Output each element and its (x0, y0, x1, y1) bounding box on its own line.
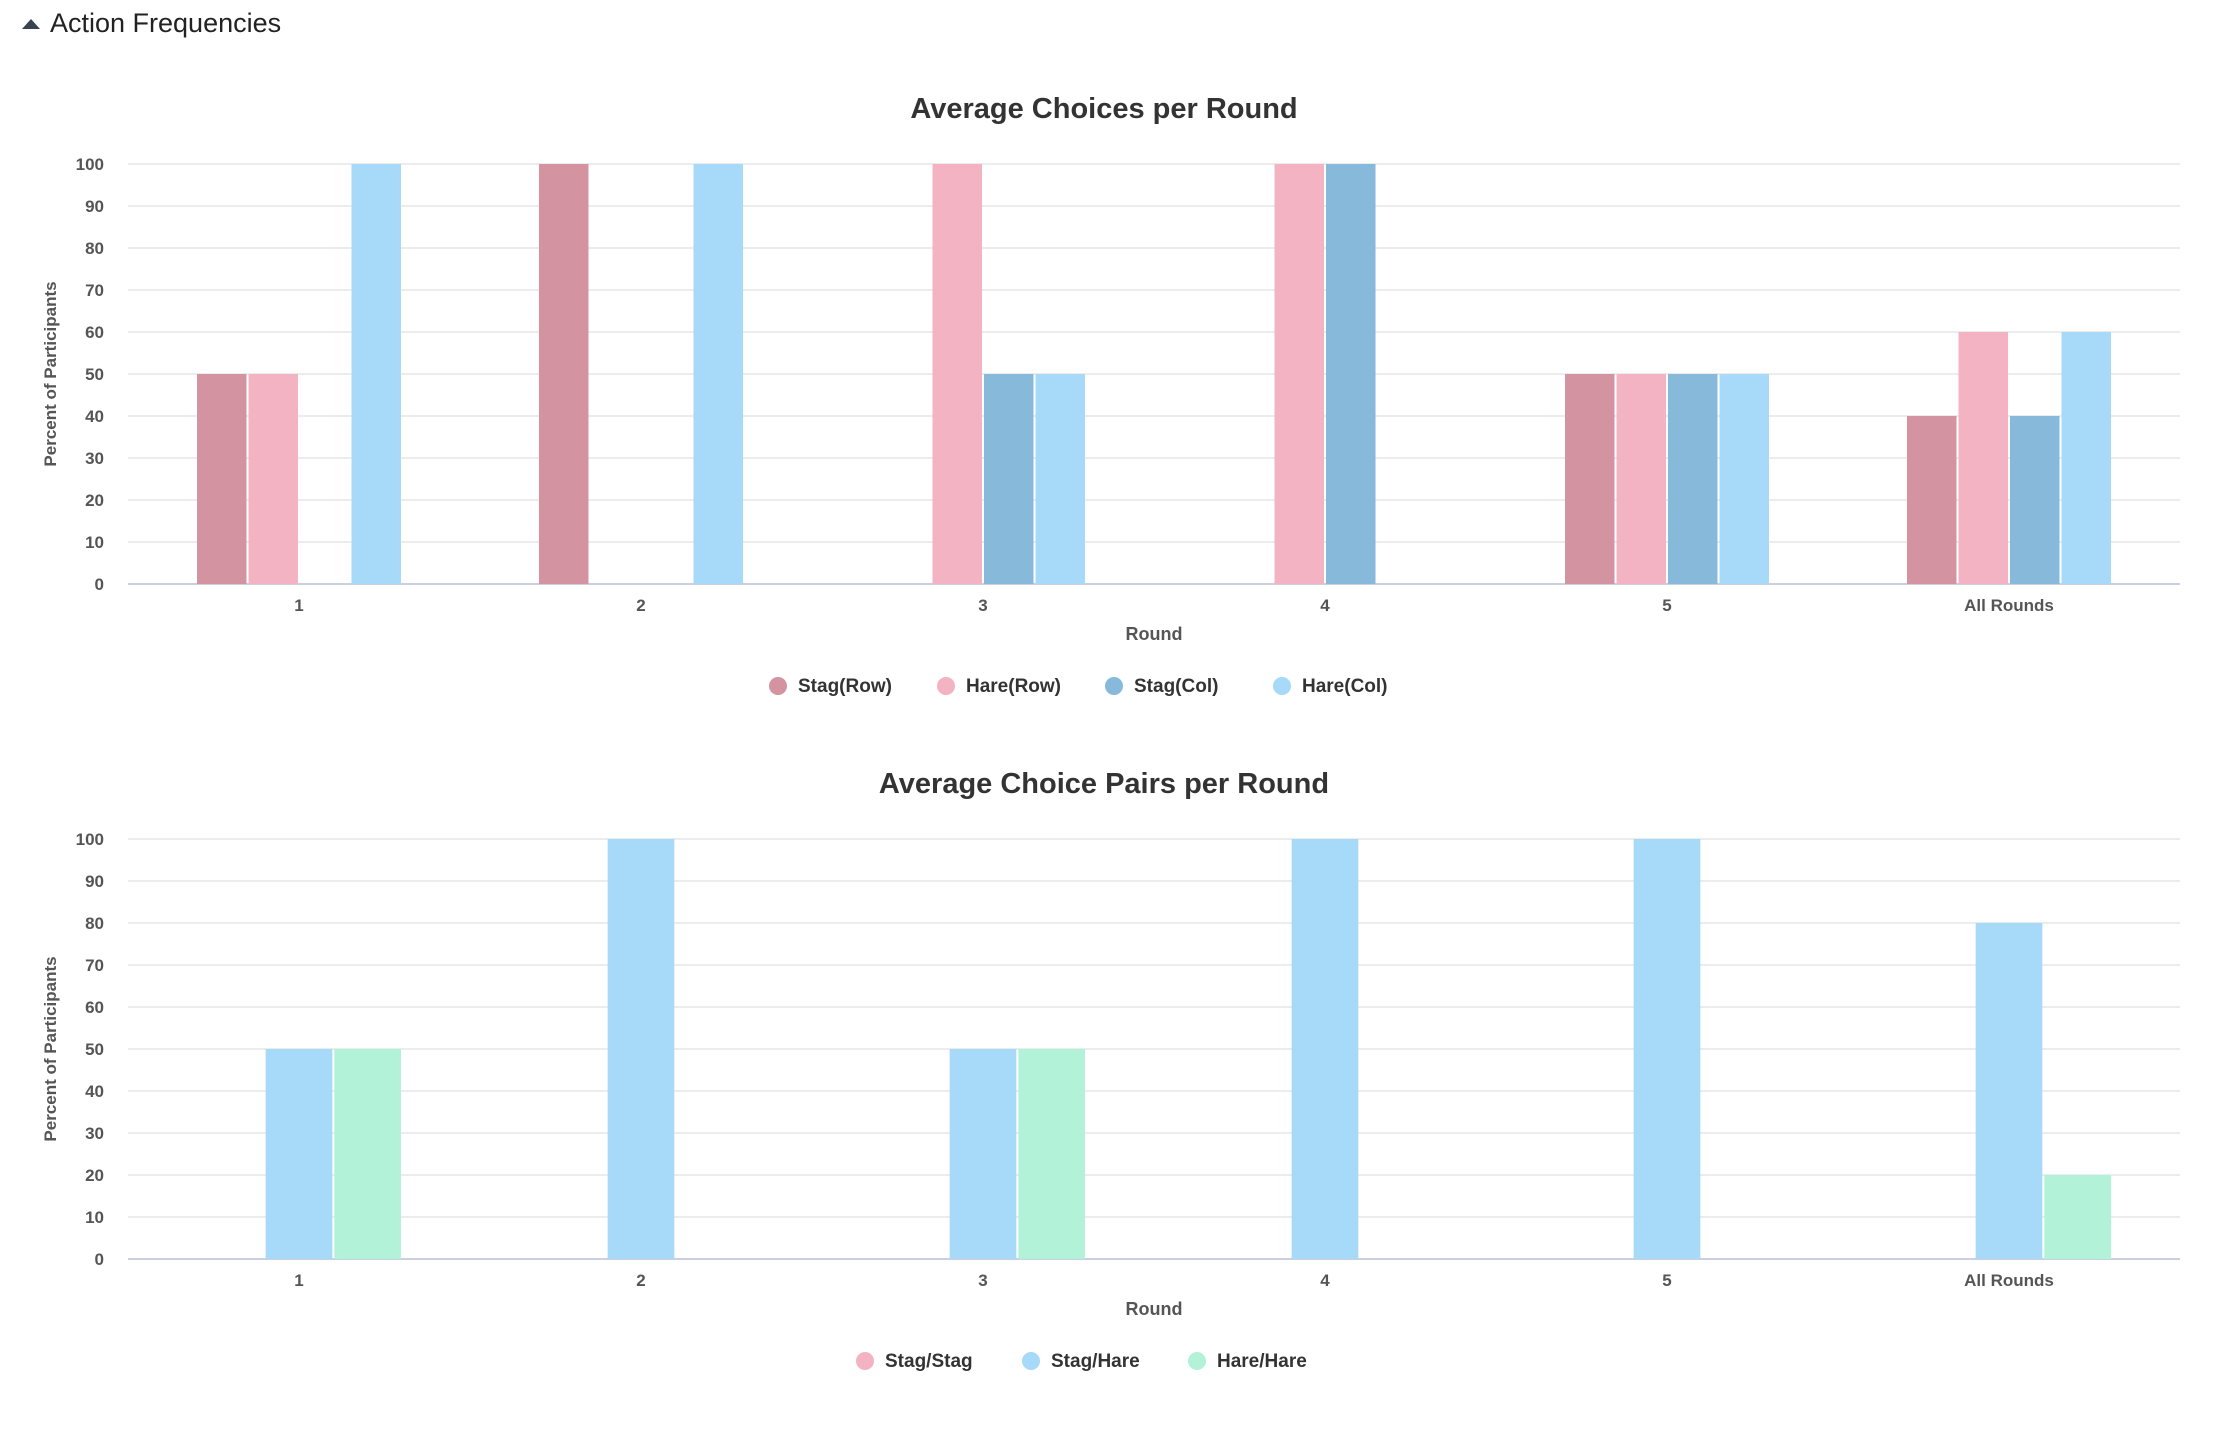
chart1-y-tick-label: 50 (85, 365, 104, 384)
section-toggle[interactable]: Action Frequencies (22, 8, 281, 39)
chart1-bar-hare-row-5[interactable] (1616, 374, 1667, 584)
chart1-legend-item-hare-col[interactable]: Hare(Col) (1273, 676, 1388, 697)
choices-chart: Average Choices per Round 0 10 20 30 40 50 60 70… (0, 80, 2213, 760)
chart2-bar-stag-hare-3[interactable] (949, 1049, 1017, 1259)
chart2-bar-stag-hare-4[interactable] (1291, 839, 1359, 1259)
chart2-y-tick-label: 70 (85, 956, 104, 975)
chart2-legend-marker-hare-hare (1188, 1352, 1206, 1370)
chart1-bar-hare-row-all-rounds[interactable] (1958, 332, 2009, 584)
chart1-bar-hare-row-1[interactable] (248, 374, 299, 584)
chart1-x-tick-label: 3 (978, 596, 987, 615)
choices-chart-svg: Average Choices per Round 0 10 20 30 40 50 60 70… (41, 93, 2180, 697)
chart1-bar-stag-col-all-rounds[interactable] (2010, 416, 2060, 584)
chart2-y-tick-label: 40 (85, 1082, 104, 1101)
chart1-bar-stag-col-3[interactable] (984, 374, 1034, 584)
chart2-y-axis-title: Percent of Participants (41, 956, 60, 1141)
chart1-y-tick-label: 30 (85, 449, 104, 468)
chart2-y-tick-label: 100 (76, 830, 104, 849)
chart1-x-tick-label: 5 (1662, 596, 1671, 615)
chart2-title: Average Choice Pairs per Round (879, 768, 1329, 800)
chart1-legend-label: Hare(Col) (1302, 676, 1388, 697)
chart2-bar-hare-hare-1[interactable] (334, 1049, 401, 1259)
chart2-legend-item-stag-stag[interactable]: Stag/Stag (856, 1351, 973, 1372)
chart2-y-tick-label: 20 (85, 1166, 104, 1185)
chart2-legend-label: Stag/Stag (885, 1351, 973, 1372)
chart1-y-tick-label: 0 (95, 575, 104, 594)
chart2-legend-marker-stag-stag (856, 1352, 874, 1370)
chart1-bar-hare-col-3[interactable] (1035, 374, 1086, 584)
chart1-y-tick-label: 70 (85, 281, 104, 300)
chart1-legend-marker-hare-row (937, 677, 955, 695)
chart1-x-tick-label: 4 (1320, 596, 1330, 615)
chart2-bar-hare-hare-3[interactable] (1018, 1049, 1085, 1259)
chart1-legend-label: Stag(Row) (798, 676, 892, 697)
chart2-y-tick-label: 0 (95, 1250, 104, 1269)
chart2-x-tick-label: 3 (978, 1271, 987, 1290)
chart2-x-tick-label: 1 (294, 1271, 303, 1290)
chart2-y-tick-label: 80 (85, 914, 104, 933)
chart1-legend-marker-hare-col (1273, 677, 1291, 695)
chart2-y-tick-label: 60 (85, 998, 104, 1017)
chart2-y-tick-label: 90 (85, 872, 104, 891)
chart2-legend-label: Hare/Hare (1217, 1351, 1307, 1372)
caret-up-icon[interactable] (22, 18, 40, 29)
chart2-legend-marker-stag-hare (1022, 1352, 1040, 1370)
chart1-y-tick-label: 40 (85, 407, 104, 426)
chart1-bar-stag-col-5[interactable] (1668, 374, 1718, 584)
chart1-bar-stag-row-5[interactable] (1565, 374, 1615, 584)
chart2-y-tick-label: 10 (85, 1208, 104, 1227)
chart1-y-tick-label: 20 (85, 491, 104, 510)
chart2-bar-stag-hare-5[interactable] (1633, 839, 1701, 1259)
chart2-x-tick-label: 5 (1662, 1271, 1671, 1290)
chart1-legend-item-stag-row[interactable]: Stag(Row) (769, 676, 892, 697)
chart2-bar-stag-hare-all-rounds[interactable] (1975, 923, 2043, 1259)
chart1-bar-stag-row-all-rounds[interactable] (1907, 416, 1957, 584)
chart1-x-tick-label: 2 (636, 596, 645, 615)
chart2-bar-hare-hare-all-rounds[interactable] (2044, 1175, 2111, 1259)
chart2-bar-stag-hare-1[interactable] (265, 1049, 333, 1259)
chart2-y-tick-label: 30 (85, 1124, 104, 1143)
chart1-x-axis-title: Round (1126, 624, 1183, 644)
chart1-legend-label: Stag(Col) (1134, 676, 1218, 697)
chart1-bar-stag-col-4[interactable] (1326, 164, 1376, 584)
chart1-legend-item-hare-row[interactable]: Hare(Row) (937, 676, 1061, 697)
chart1-bar-hare-row-3[interactable] (932, 164, 983, 584)
chart1-bar-stag-row-2[interactable] (539, 164, 589, 584)
chart2-legend-item-stag-hare[interactable]: Stag/Hare (1022, 1351, 1140, 1372)
chart2-x-tick-label: All Rounds (1964, 1271, 2054, 1290)
chart1-y-axis-title: Percent of Participants (41, 281, 60, 466)
chart1-y-tick-label: 10 (85, 533, 104, 552)
chart1-bar-stag-row-1[interactable] (197, 374, 247, 584)
chart1-x-tick-label: 1 (294, 596, 303, 615)
chart2-y-tick-label: 50 (85, 1040, 104, 1059)
chart1-y-tick-label: 100 (76, 155, 104, 174)
chart1-legend-label: Hare(Row) (966, 676, 1061, 697)
chart2-legend-label: Stag/Hare (1051, 1351, 1140, 1372)
chart2-legend-item-hare-hare[interactable]: Hare/Hare (1188, 1351, 1307, 1372)
chart1-bar-hare-row-4[interactable] (1274, 164, 1325, 584)
chart2-x-tick-label: 2 (636, 1271, 645, 1290)
section-title: Action Frequencies (50, 8, 282, 38)
chart1-bar-hare-col-all-rounds[interactable] (2061, 332, 2112, 584)
chart1-y-tick-label: 80 (85, 239, 104, 258)
chart1-y-tick-label: 90 (85, 197, 104, 216)
chart2-x-tick-label: 4 (1320, 1271, 1330, 1290)
chart1-bar-hare-col-2[interactable] (693, 164, 744, 584)
chart1-legend-marker-stag-col (1105, 677, 1123, 695)
chart1-bar-hare-col-1[interactable] (351, 164, 402, 584)
chart1-title: Average Choices per Round (910, 93, 1297, 125)
chart2-bar-stag-hare-2[interactable] (607, 839, 675, 1259)
chart2-x-axis-title: Round (1126, 1299, 1183, 1319)
chart1-x-tick-label: All Rounds (1964, 596, 2054, 615)
chart1-y-tick-label: 60 (85, 323, 104, 342)
choice-pairs-chart-svg: Average Choice Pairs per Round 0 10 20 30 40 5… (41, 768, 2180, 1372)
chart1-legend-marker-stag-row (769, 677, 787, 695)
choice-pairs-chart: Average Choice Pairs per Round 0 10 20 30 40 5… (0, 755, 2213, 1435)
chart1-legend-item-stag-col[interactable]: Stag(Col) (1105, 676, 1218, 697)
chart1-bar-hare-col-5[interactable] (1719, 374, 1770, 584)
